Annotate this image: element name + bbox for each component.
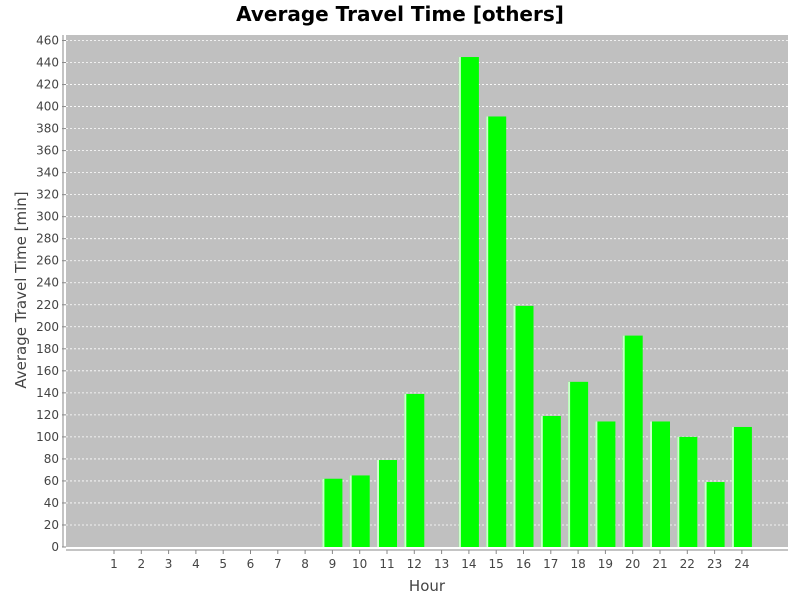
x-tick-label: 24 <box>734 557 749 571</box>
gridlines <box>66 40 788 526</box>
bar-hour-14 <box>458 57 479 547</box>
chart-title: Average Travel Time [others] <box>236 2 564 26</box>
axes <box>62 35 788 554</box>
bar-hour-10 <box>349 475 370 547</box>
bar-highlight <box>704 482 707 547</box>
y-tick-label: 80 <box>44 452 59 466</box>
bar-hour-16 <box>513 305 534 547</box>
x-tick-label: 15 <box>489 557 504 571</box>
x-tick-label: 18 <box>570 557 585 571</box>
bar-highlight <box>568 381 571 547</box>
x-axis-label: Hour <box>409 577 446 595</box>
bar-highlight <box>677 436 680 547</box>
bar-hour-19 <box>595 421 616 547</box>
x-tick-label: 3 <box>165 557 173 571</box>
bar-hour-20 <box>622 335 643 547</box>
y-tick-label: 160 <box>36 364 59 378</box>
y-tick-label: 340 <box>36 166 59 180</box>
bar-hour-21 <box>650 421 670 547</box>
x-tick-label: 23 <box>707 557 722 571</box>
y-tick-label: 20 <box>44 518 59 532</box>
bar-highlight <box>349 475 352 547</box>
bar-highlight <box>731 426 734 547</box>
x-tick-label: 16 <box>516 557 531 571</box>
bar-highlight <box>458 57 461 547</box>
y-tick-label: 220 <box>36 298 59 312</box>
bar-highlight <box>595 421 598 547</box>
y-tick-label: 100 <box>36 430 59 444</box>
x-tick-label: 8 <box>301 557 309 571</box>
x-tick-label: 7 <box>274 557 282 571</box>
x-tick-label: 5 <box>219 557 227 571</box>
y-tick-label: 260 <box>36 254 59 268</box>
x-tick-label: 14 <box>461 557 476 571</box>
y-tick-labels: 0 20 40 60 80 100 120 140 160 180 200 220 240 260 280 3… <box>36 34 59 554</box>
x-tick-label: 1 <box>110 557 118 571</box>
bar-hour-18 <box>568 381 589 547</box>
bar-highlight <box>377 460 379 547</box>
y-tick-label: 140 <box>36 386 59 400</box>
y-tick-label: 280 <box>36 232 59 246</box>
x-tick-label: 19 <box>598 557 613 571</box>
y-tick-label: 300 <box>36 210 59 224</box>
bar-highlight <box>404 393 407 547</box>
x-tick-label: 9 <box>329 557 337 571</box>
bar-hour-17 <box>540 415 561 547</box>
bar-highlight <box>622 335 625 547</box>
y-tick-label: 400 <box>36 100 59 114</box>
bar-highlight <box>322 478 325 547</box>
bar-hour-9 <box>322 478 343 547</box>
bars <box>322 57 752 548</box>
x-tick-label: 22 <box>680 557 695 571</box>
bar-highlight <box>513 305 516 547</box>
bar-hour-22 <box>677 436 698 547</box>
x-tick-label: 4 <box>192 557 200 571</box>
y-axis-label: Average Travel Time [min] <box>12 191 30 388</box>
bar-hour-24 <box>731 426 752 547</box>
bar-hour-23 <box>704 482 725 547</box>
y-tick-label: 180 <box>36 342 59 356</box>
y-tick-label: 200 <box>36 320 59 334</box>
bar-hour-11 <box>377 460 397 547</box>
bar-highlight <box>540 415 543 547</box>
x-tick-label: 12 <box>407 557 422 571</box>
x-tick-label: 20 <box>625 557 640 571</box>
bar-hour-15 <box>486 116 507 548</box>
x-tick-label: 17 <box>543 557 558 571</box>
x-tick-label: 13 <box>434 557 449 571</box>
y-tick-label: 460 <box>36 34 59 48</box>
y-tick-label: 420 <box>36 78 59 92</box>
x-tick-label: 21 <box>652 557 667 571</box>
y-tick-label: 440 <box>36 56 59 70</box>
x-tick-labels: 1 2 3 4 5 6 7 8 9 10 11 12 13 14 15 16 17 18 19 20 21 22 23 24 <box>110 557 749 571</box>
y-tick-label: 240 <box>36 276 59 290</box>
bar-highlight <box>486 116 489 548</box>
y-tick-label: 320 <box>36 188 59 202</box>
y-tick-label: 0 <box>51 540 59 554</box>
y-tick-label: 40 <box>44 496 59 510</box>
y-tick-label: 120 <box>36 408 59 422</box>
x-tick-label: 2 <box>137 557 145 571</box>
y-tick-label: 60 <box>44 474 59 488</box>
x-tick-label: 11 <box>379 557 394 571</box>
y-tick-label: 360 <box>36 144 59 158</box>
x-tick-label: 10 <box>352 557 367 571</box>
x-tick-label: 6 <box>247 557 255 571</box>
bar-hour-12 <box>404 393 425 547</box>
bar-highlight <box>650 421 652 547</box>
y-tick-label: 380 <box>36 122 59 136</box>
